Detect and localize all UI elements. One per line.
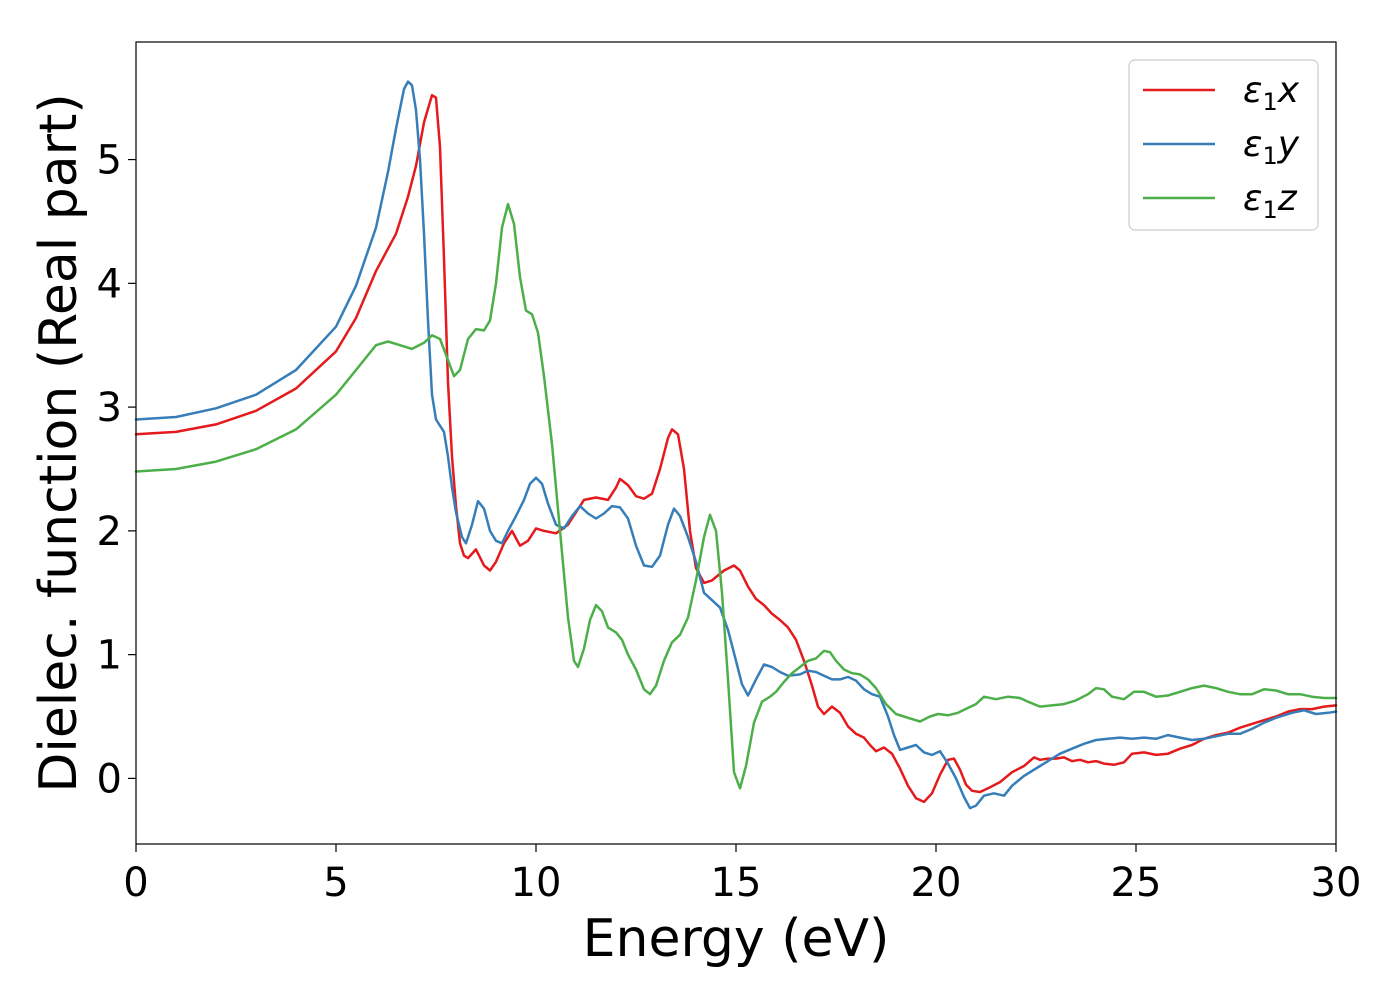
x-tick-label: 25 [1111, 860, 1162, 906]
x-tick-label: 5 [323, 860, 348, 906]
x-tick-label: 0 [123, 860, 148, 906]
y-tick-label: 1 [97, 633, 122, 679]
x-tick-label: 30 [1311, 860, 1362, 906]
y-tick-label: 3 [97, 385, 122, 431]
y-tick-label: 0 [97, 756, 122, 802]
series-line-1 [134, 80, 1338, 810]
legend: ε1x ε1y ε1z [1128, 59, 1319, 231]
y-tick-label: 5 [97, 138, 122, 184]
y-tick-label: 4 [97, 261, 122, 307]
y-axis-label: Dielec. function (Real part) [29, 93, 89, 792]
x-tick-label: 20 [911, 860, 962, 906]
x-axis-label: Energy (eV) [583, 909, 890, 969]
legend-label-0: ε1x [1243, 70, 1300, 116]
legend-label-1: ε1y [1243, 124, 1300, 170]
y-axis: 0 1 2 3 4 5 [97, 138, 136, 802]
series-layer [134, 80, 1338, 810]
series-line-2 [134, 202, 1338, 790]
x-axis: 0 5 10 15 20 25 30 [123, 844, 1361, 906]
legend-label-2: ε1z [1243, 178, 1298, 224]
legend-box [1128, 59, 1319, 231]
y-tick-label: 2 [97, 509, 122, 555]
x-tick-label: 10 [511, 860, 562, 906]
x-tick-label: 15 [711, 860, 762, 906]
series-line-0 [134, 93, 1338, 804]
